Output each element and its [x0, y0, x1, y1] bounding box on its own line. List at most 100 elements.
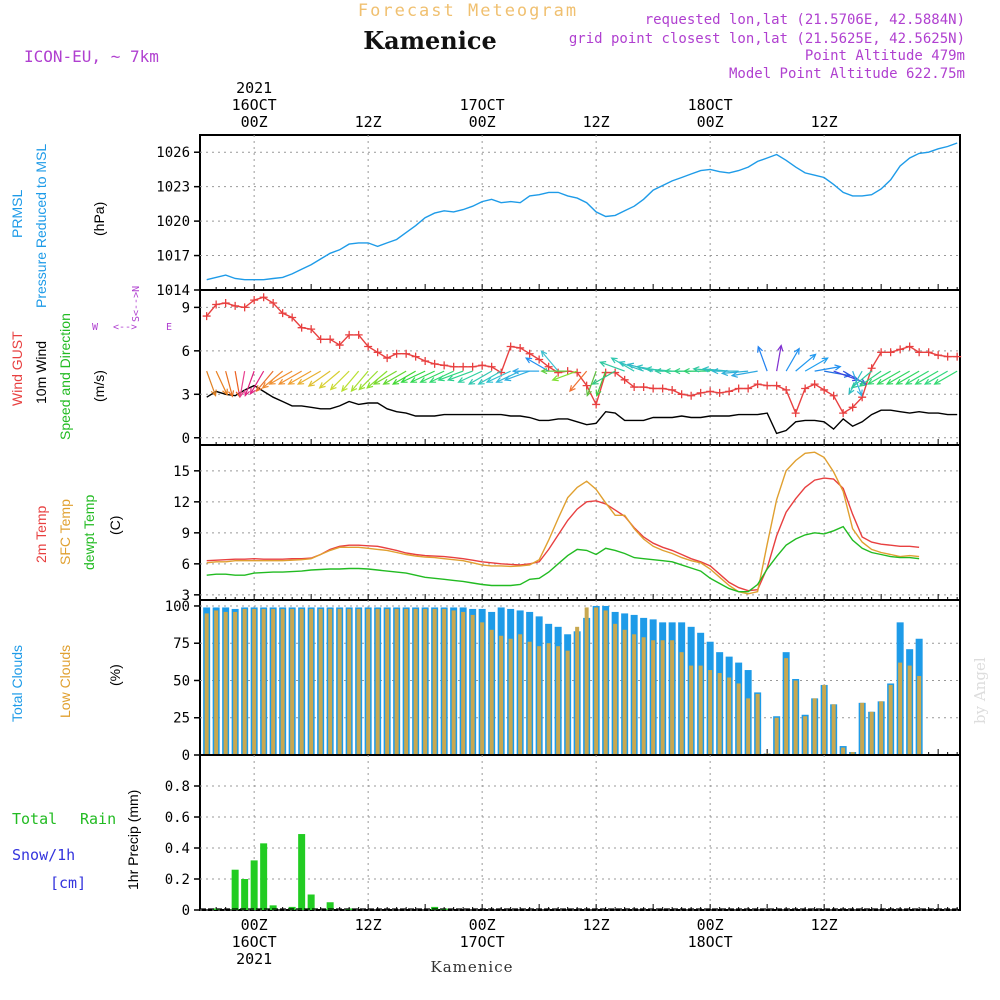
- low-clouds-bar: [318, 608, 323, 755]
- wind-arrow-head: [437, 375, 445, 382]
- wind-arrow: [877, 370, 901, 385]
- sfc-label: SFC Temp: [57, 499, 73, 565]
- low-clouds-bar: [613, 623, 618, 755]
- dewpt-label: dewpt Temp: [81, 495, 97, 570]
- wind-arrow: [448, 370, 473, 381]
- y-tick-label: 0: [182, 748, 190, 764]
- y-tick-label: 15: [173, 464, 190, 480]
- wind-arrow-head: [222, 388, 228, 396]
- low-clouds-bar: [375, 608, 380, 755]
- gust-marker: [706, 387, 715, 396]
- wind-arrow: [934, 370, 958, 385]
- low-clouds-bar: [356, 608, 361, 755]
- gust-marker: [592, 400, 601, 409]
- y-tick-label: 9: [182, 526, 190, 542]
- low-clouds-label: Low Clouds: [57, 645, 73, 718]
- wind-arrow-head: [730, 371, 738, 378]
- wind-arrow: [896, 370, 920, 385]
- y-tick-label: 0: [182, 431, 190, 447]
- low-clouds-bar: [841, 747, 846, 755]
- wind-arrow-head: [350, 385, 358, 393]
- gust-marker: [943, 352, 952, 361]
- wind-arrow-head: [692, 366, 700, 373]
- wind-arrow: [269, 370, 293, 385]
- wind-arrow-head: [626, 362, 635, 369]
- location-title: Kamenice: [363, 26, 497, 55]
- wind-arrow-head: [540, 350, 548, 358]
- wind-arrow: [915, 370, 939, 385]
- wind-arrow-head: [477, 378, 485, 385]
- gust-marker: [658, 384, 667, 393]
- low-clouds-bar: [803, 716, 808, 755]
- gust-marker: [744, 384, 753, 393]
- low-clouds-bar: [556, 646, 561, 755]
- gust-marker: [259, 293, 268, 302]
- wind-unit: (m/s): [91, 370, 107, 402]
- pressure-panel: 1014 1017 1020 1023 1026: [156, 134, 961, 299]
- gust-marker: [582, 381, 591, 390]
- low-clouds-bar: [565, 650, 570, 755]
- rain-bar: [260, 843, 268, 910]
- gust-marker: [715, 388, 724, 397]
- wind-arrow: [596, 370, 607, 396]
- y-tick-label: 0.4: [165, 841, 190, 857]
- wind-arrow: [215, 370, 228, 395]
- clouds-unit: (%): [107, 664, 123, 686]
- wind-arrow-head: [540, 367, 548, 375]
- low-clouds-bar: [746, 698, 751, 755]
- gust-marker: [202, 312, 211, 321]
- gust-marker: [440, 361, 449, 370]
- pressure-unit: (hPa): [91, 202, 107, 236]
- gust-marker: [554, 368, 563, 377]
- low-clouds-bar: [423, 608, 428, 755]
- gust-marker: [810, 380, 819, 389]
- gust-marker: [687, 391, 696, 400]
- wind-arrow-head: [287, 378, 295, 385]
- wind-arrow: [297, 370, 321, 385]
- low-clouds-bar: [917, 676, 922, 755]
- low-clouds-bar: [404, 608, 409, 755]
- top-time-label: 12Z: [811, 113, 838, 131]
- y-tick-label: 1017: [156, 249, 190, 265]
- wind-arrow-head: [261, 382, 269, 389]
- wind-arrow: [401, 370, 426, 383]
- y-tick-label: 0: [182, 903, 190, 919]
- low-clouds-bar: [774, 717, 779, 755]
- low-clouds-bar: [717, 673, 722, 755]
- precip-label-rain: Rain: [80, 810, 116, 828]
- gust-marker: [525, 349, 534, 358]
- top-time-label: 17OCT: [460, 96, 505, 114]
- rain-bar: [307, 894, 315, 910]
- compass-arrow: <-->: [113, 322, 137, 333]
- gust-marker: [478, 361, 487, 370]
- low-clouds-bar: [261, 608, 266, 755]
- low-clouds-bar: [480, 622, 485, 755]
- wind-arrow: [420, 370, 445, 383]
- low-clouds-bar: [831, 704, 836, 755]
- low-clouds-bar: [499, 635, 504, 755]
- wind-arrow: [851, 370, 873, 389]
- wind-arrow: [552, 370, 578, 381]
- bottom-time-label: 00Z: [241, 916, 268, 934]
- gust-marker: [430, 359, 439, 368]
- wind-arrow-head: [895, 378, 903, 385]
- low-clouds-bar: [670, 640, 675, 755]
- low-clouds-bar: [736, 683, 741, 755]
- gust-marker: [791, 409, 800, 418]
- bottom-time-label: 16OCT: [232, 933, 277, 951]
- gust-marker: [867, 364, 876, 373]
- gust-marker: [221, 299, 230, 308]
- wind-arrow-head: [848, 387, 855, 395]
- wind-arrow-head: [591, 378, 599, 385]
- wind-arrow-head: [663, 367, 671, 375]
- model-name: ICON-EU, ~ 7km: [24, 47, 159, 66]
- wind-arrow: [600, 361, 625, 372]
- bottom-time-label: 12Z: [811, 916, 838, 934]
- bottom-time-label: 12Z: [355, 916, 382, 934]
- pressure-ylabel: PRMSL Pressure Reduced to MSL (hPa): [9, 144, 107, 308]
- wind-panel: 0 3 6 9: [182, 289, 962, 447]
- gust-marker: [953, 352, 962, 361]
- wind-arrow: [592, 370, 616, 385]
- wind-arrow: [731, 370, 758, 377]
